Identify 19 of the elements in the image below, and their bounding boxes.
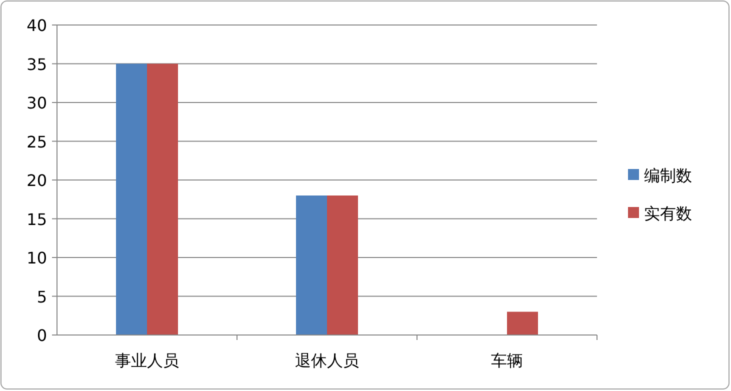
- x-tick-label: 退休人员: [295, 351, 359, 370]
- y-tick-label: 5: [36, 287, 47, 306]
- y-tick-label: 40: [26, 16, 47, 35]
- bar: [296, 196, 327, 335]
- y-tick-label: 15: [26, 210, 47, 229]
- y-tick-label: 30: [26, 94, 47, 112]
- bar: [327, 196, 358, 335]
- x-tick-label: 车辆: [491, 351, 523, 370]
- legend-label: 编制数: [644, 166, 692, 185]
- bar: [507, 312, 538, 335]
- y-tick-label: 0: [36, 326, 47, 345]
- y-tick-label: 10: [26, 248, 47, 268]
- x-tick-label: 事业人员: [115, 351, 179, 370]
- y-tick-label: 35: [26, 54, 47, 74]
- bar: [147, 64, 178, 335]
- bar: [116, 64, 147, 335]
- y-tick-label: 20: [26, 171, 47, 190]
- y-tick-label: 25: [26, 132, 47, 152]
- legend-label: 实有数: [644, 204, 692, 223]
